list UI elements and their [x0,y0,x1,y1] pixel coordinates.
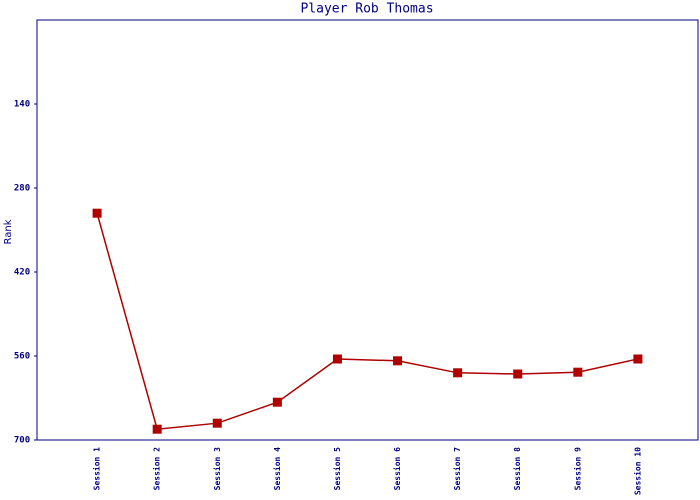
x-tick-label: Session 10 [632,447,642,495]
x-tick-label: Session 7 [452,447,462,491]
y-tick-label: 420 [14,268,30,278]
x-tick-label: Session 5 [332,447,342,491]
y-tick-label: 700 [14,436,30,446]
series-line [96,212,639,431]
point-marker [212,418,222,428]
y-tick-label: 280 [14,184,30,194]
x-tick-label: Session 4 [272,447,282,491]
point-marker [633,354,643,364]
point-marker [92,208,102,218]
point-marker [453,368,463,378]
x-tick-label: Session 2 [152,447,162,491]
point-marker [332,354,342,364]
x-tick-label: Session 6 [392,447,402,491]
point-marker [272,397,282,407]
y-tick-label: 560 [14,352,30,362]
x-tick-label: Session 1 [92,447,102,491]
point-marker [573,367,583,377]
y-tick-label: 140 [14,100,30,110]
y-axis-label: Rank [3,219,14,244]
chart-title: Player Rob Thomas [300,2,433,17]
plot-frame [36,19,699,441]
point-marker [513,369,523,379]
x-tick-label: Session 8 [512,447,522,491]
x-tick-label: Session 3 [212,447,222,491]
x-tick-label: Session 9 [572,447,582,491]
point-marker [152,424,162,434]
point-marker [393,356,403,366]
